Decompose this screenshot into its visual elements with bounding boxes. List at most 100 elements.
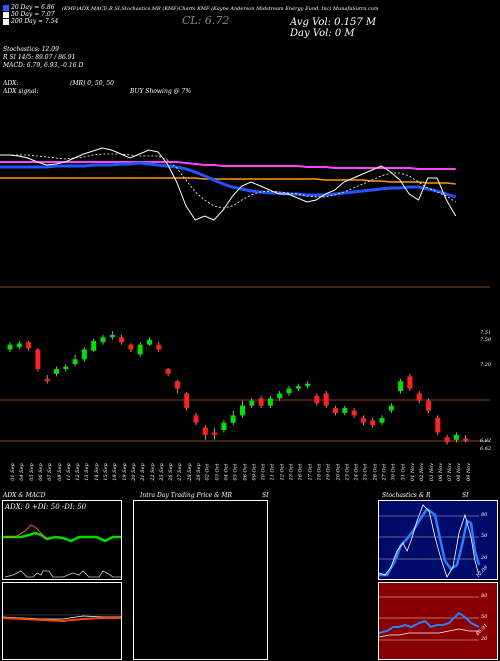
macd-plot (2, 614, 123, 623)
candle-body (7, 344, 13, 350)
candle-body (416, 393, 422, 401)
date-tick-label: 29 Sep (195, 463, 202, 481)
pink-ma-line (0, 161, 456, 170)
date-tick-label: 03 Nov (428, 462, 435, 482)
candle-body (388, 405, 394, 411)
candle-body (100, 337, 106, 343)
adx-values: ADX: 0 +DI: 50 -DI: 50 (5, 503, 87, 511)
moving-averages (0, 147, 457, 221)
blue-ma-line (0, 161, 457, 199)
stoch-axis-label: 50 (481, 533, 488, 539)
date-tick-label: 24 Oct (353, 463, 360, 481)
candle-body (63, 366, 69, 370)
candle-body (453, 434, 459, 440)
candle-body (72, 359, 78, 365)
date-tick-label: 04 Sep (19, 463, 26, 481)
date-tick-label: 11 Sep (65, 463, 72, 481)
candle-body (351, 410, 357, 416)
date-tick-label: 27 Oct (381, 463, 388, 481)
macd-panel (2, 582, 123, 660)
date-tick-label: 25 Oct (362, 463, 369, 481)
rsi-axis-label: 20 (481, 636, 488, 642)
candle-body (44, 378, 50, 382)
candle-body (119, 337, 125, 343)
candle-body (156, 344, 162, 350)
candle-body (109, 334, 115, 338)
day-vol-label: Day Vol: 0 M (290, 28, 355, 39)
candle-body (54, 369, 59, 374)
candle-body (286, 388, 292, 394)
orange-ma-line (0, 177, 456, 185)
date-tick-label: 02 Oct (204, 463, 211, 481)
candlesticks (7, 331, 469, 445)
mr-panel-si: SI (262, 492, 269, 499)
legend-50-day: 50 Day = 7.07 (3, 11, 58, 18)
date-tick-label: 01 Sep (9, 463, 16, 481)
date-tick-label: 26 Oct (372, 463, 379, 481)
price-axis-label: 7.20 (480, 362, 492, 368)
mr-readout: (MR) 0, 50, 50 (70, 80, 114, 87)
date-tick-label: 27 Sep (177, 463, 184, 481)
white-ma-line (0, 147, 457, 221)
candle-body (35, 349, 41, 370)
date-axis: 01 Sep 04 Sep 05 Sep 06 Sep 07 Sep 08 Sep 11 S… (0, 455, 490, 495)
candle-body (184, 393, 190, 409)
avg-vol-label: Avg Vol: 0.157 M (290, 17, 377, 28)
date-tick-label: 22 Sep (149, 463, 156, 481)
date-tick-label: 07 Nov (447, 462, 454, 482)
candle-body (26, 342, 32, 349)
stochastics-readout: Stochastics: 12.09 (3, 46, 59, 53)
legend-20-day: 20 Day = 6.86 (3, 4, 58, 11)
date-tick-label: 02 Nov (419, 462, 426, 482)
candle-body (370, 420, 376, 426)
date-tick-label: 09 Nov (465, 462, 472, 482)
candle-body (444, 437, 450, 443)
candle-body (240, 405, 245, 416)
adx-panel-title: ADX & MACD (3, 492, 46, 499)
legend-block: 20 Day = 6.86 50 Day = 7.07 200 Day = 7.… (3, 4, 58, 25)
candle-body (147, 339, 152, 345)
price-axis-label: 7.50 (480, 337, 492, 343)
date-tick-label: 20 Oct (334, 463, 341, 481)
intraday-panel (133, 500, 268, 660)
stoch-axis-label: 80 (481, 512, 488, 518)
candle-body (202, 427, 208, 435)
candle-body (323, 393, 329, 406)
candle-body (295, 386, 301, 389)
candle-body (258, 398, 264, 406)
rsi-axis-label: 50 (481, 614, 488, 620)
candle-body (398, 381, 404, 391)
date-tick-label: 08 Sep (56, 463, 63, 481)
candle-body (407, 376, 413, 389)
candle-body (91, 340, 97, 351)
date-tick-label: 19 Oct (325, 463, 332, 481)
date-tick-label: 25 Sep (158, 463, 165, 481)
date-tick-label: 19 Sep (121, 463, 128, 481)
stoch-panel-title: Stochastics & R (382, 492, 431, 499)
candle-body (379, 417, 385, 423)
date-tick-label: 30 Oct (390, 463, 397, 481)
adx-readout: ADX: (3, 80, 19, 87)
candle-body (314, 395, 320, 404)
buy-showing-text: BUY Showing @ 7% (130, 88, 192, 95)
candle-body (174, 381, 180, 389)
candle-body (212, 432, 218, 435)
candle-body (333, 408, 338, 413)
date-tick-label: 05 Oct (232, 463, 239, 481)
candle-body (81, 349, 87, 360)
date-tick-label: 05 Sep (28, 463, 35, 481)
date-tick-label: 11 Oct (269, 463, 276, 481)
date-tick-label: 26 Sep (167, 463, 174, 481)
adx-panel: ADX: 0 +DI: 50 -DI: 50 (2, 500, 122, 580)
date-tick-label: 08 Nov (456, 462, 463, 482)
candle-body (426, 400, 431, 411)
date-tick-label: 15 Sep (102, 463, 109, 481)
candle-body (463, 438, 469, 441)
date-tick-label: 10 Oct (260, 463, 267, 481)
date-tick-label: 12 Oct (279, 463, 286, 481)
price-axis-label: 6.82 (480, 438, 492, 444)
date-tick-label: 06 Oct (241, 463, 248, 481)
date-tick-label: 06 Sep (37, 463, 44, 481)
date-tick-label: 04 Oct (223, 463, 230, 481)
ticker-line: (KMF)ADX,MACD,R SI,Stochastics,MR (KMF)C… (62, 6, 379, 12)
